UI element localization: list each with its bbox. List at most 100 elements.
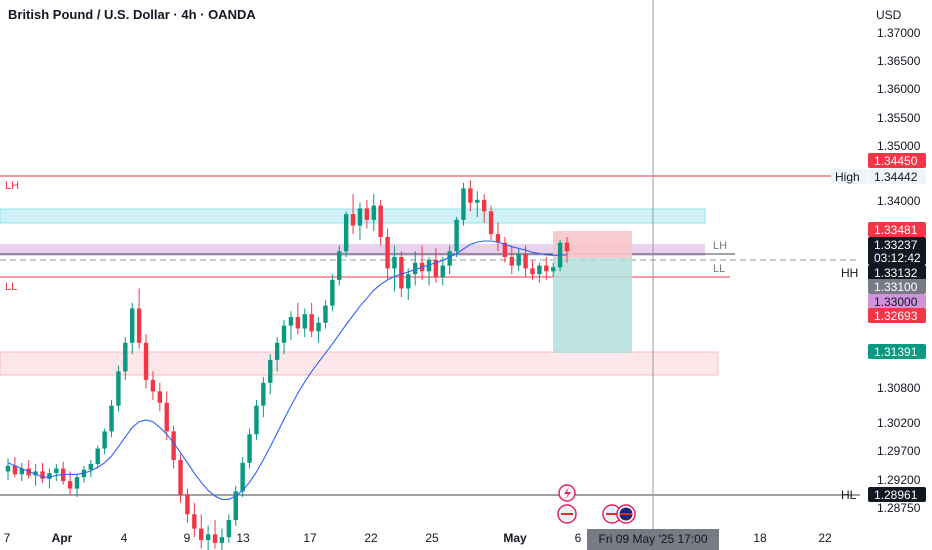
date-tick: 4 xyxy=(121,531,128,545)
candle-body xyxy=(95,448,100,464)
candle xyxy=(378,199,383,246)
candle-body xyxy=(109,405,114,432)
candle-body xyxy=(88,463,94,470)
price-badge-bg xyxy=(868,308,926,323)
price-badge-value: 03:12:42 xyxy=(874,251,921,265)
candle-body xyxy=(350,214,356,226)
price-badge-prefix: HH xyxy=(841,266,858,280)
candle-body xyxy=(247,434,252,463)
candle xyxy=(47,468,52,489)
candle xyxy=(309,302,314,338)
candle-body xyxy=(454,219,459,252)
candle xyxy=(261,377,266,418)
candle-body xyxy=(433,259,439,278)
candle xyxy=(295,302,301,335)
candle xyxy=(550,262,556,278)
price-badge: 1.28961 HL xyxy=(841,487,926,502)
price-badge-prefix: High xyxy=(835,170,860,184)
candle-body xyxy=(392,257,397,269)
candle xyxy=(523,245,528,278)
label-lh: LH xyxy=(713,240,727,252)
candle xyxy=(316,317,321,343)
price-badge-bg xyxy=(868,250,926,265)
price-badge-value: 1.34442 xyxy=(874,170,918,184)
candle xyxy=(164,391,169,440)
candle xyxy=(440,257,445,286)
event-icons[interactable] xyxy=(557,484,636,524)
price-badge-value: 1.33100 xyxy=(874,280,918,294)
price-badge-value: 1.33237 xyxy=(874,238,918,252)
candle xyxy=(412,251,418,286)
candle-body xyxy=(461,188,466,220)
candle-body xyxy=(364,208,370,220)
candle-body xyxy=(440,265,445,278)
demand-zone-pink xyxy=(0,351,719,376)
candle xyxy=(281,319,287,355)
price-tick: 1.35000 xyxy=(877,139,921,153)
candle xyxy=(95,445,100,469)
price-axis[interactable]: 1.37000 1.36500 1.36000 1.35500 1.35000 1.340… xyxy=(877,26,921,515)
flag-stripe xyxy=(606,513,618,515)
candle xyxy=(26,459,31,479)
candle xyxy=(150,371,156,400)
price-badge-prefix: HL xyxy=(841,488,857,502)
candle-body xyxy=(302,314,307,329)
price-badge: 1.33000 xyxy=(868,294,926,309)
candle-body xyxy=(550,267,556,272)
date-tick: 13 xyxy=(236,531,250,545)
time-axis[interactable]: 7 Apr 4 9 13 17 22 25 May 6 18 22 Fri 09 May '25 17:… xyxy=(4,529,832,550)
candle-body xyxy=(254,405,259,435)
candle xyxy=(5,458,11,480)
price-badge-bg xyxy=(868,344,926,359)
date-tick: 7 xyxy=(4,531,11,545)
candle-body xyxy=(226,520,232,538)
candle xyxy=(454,216,459,257)
candle-body xyxy=(157,391,163,403)
candle xyxy=(544,257,549,280)
candle xyxy=(123,337,128,380)
date-tick: Apr xyxy=(52,531,73,545)
price-badge-bg xyxy=(868,153,926,168)
candle-body xyxy=(67,481,73,489)
candle xyxy=(130,302,135,355)
price-tick: 1.37000 xyxy=(877,26,921,40)
candle-body xyxy=(530,268,535,275)
date-tick: 22 xyxy=(818,531,832,545)
candle-body xyxy=(40,471,45,479)
price-badge-value: 1.33000 xyxy=(874,295,918,309)
price-badge-value: 1.33132 xyxy=(874,266,918,280)
candle-body xyxy=(357,208,363,226)
price-badge-bg xyxy=(868,265,926,280)
candle xyxy=(564,236,570,263)
candle xyxy=(88,459,94,478)
candle-body xyxy=(330,279,335,306)
moving-average-line xyxy=(7,240,568,500)
date-tick: 25 xyxy=(425,531,439,545)
candle-body xyxy=(47,473,52,479)
price-badge-bg xyxy=(868,487,926,502)
price-badge: 03:12:42 xyxy=(868,250,926,265)
candle-body xyxy=(516,254,521,266)
price-tick: 1.36000 xyxy=(877,82,921,96)
candle-body xyxy=(268,359,273,383)
flag-stripe xyxy=(620,513,632,515)
candle xyxy=(254,399,259,440)
candle xyxy=(343,211,349,257)
price-badge-value: 1.31391 xyxy=(874,345,918,359)
date-tick: 22 xyxy=(364,531,378,545)
candle-body xyxy=(337,251,342,280)
price-badge: 1.33132 HH xyxy=(841,265,926,280)
candle-body xyxy=(116,371,121,406)
candle xyxy=(350,194,356,235)
candle xyxy=(12,457,18,478)
price-badge: 1.34442 High xyxy=(831,169,926,184)
candle xyxy=(488,205,494,240)
candle-body xyxy=(199,528,204,541)
candle xyxy=(178,454,183,503)
take-profit-box xyxy=(553,258,632,353)
label-lh: LH xyxy=(5,180,19,192)
price-badges: 1.34450 1.34442 High 1.334811.3323703:12:42… xyxy=(831,153,926,502)
price-tick: 1.28750 xyxy=(877,501,921,515)
candle xyxy=(364,199,370,229)
